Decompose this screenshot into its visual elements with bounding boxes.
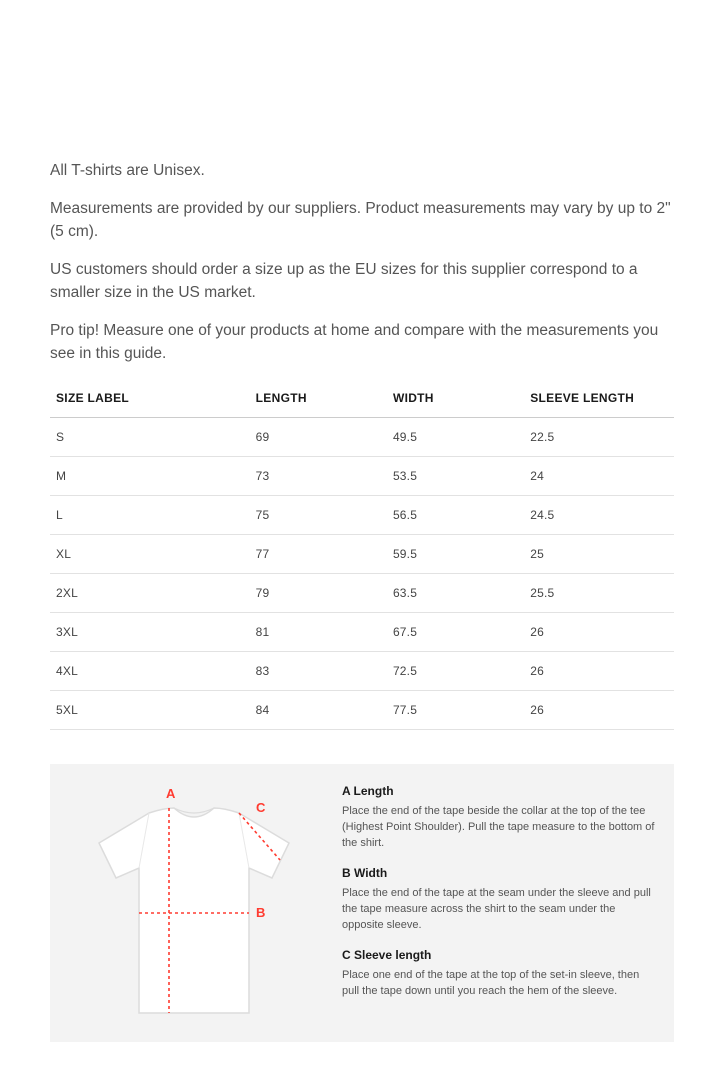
- table-cell: 67.5: [387, 613, 524, 652]
- table-row: 4XL8372.526: [50, 652, 674, 691]
- table-cell: 4XL: [50, 652, 250, 691]
- table-cell: 81: [250, 613, 387, 652]
- intro-section: All T-shirts are Unisex. Measurements ar…: [50, 160, 674, 365]
- intro-paragraph: All T-shirts are Unisex.: [50, 160, 674, 182]
- table-cell: 5XL: [50, 691, 250, 730]
- table-cell: S: [50, 418, 250, 457]
- table-header-row: SIZE LABEL LENGTH WIDTH SLEEVE LENGTH: [50, 381, 674, 418]
- column-header-length: LENGTH: [250, 381, 387, 418]
- table-cell: 26: [524, 691, 674, 730]
- intro-paragraph: Pro tip! Measure one of your products at…: [50, 320, 674, 365]
- column-header-width: WIDTH: [387, 381, 524, 418]
- column-header-size: SIZE LABEL: [50, 381, 250, 418]
- measurement-guide: A B C A Length Place the end of the tape …: [50, 764, 674, 1042]
- table-cell: 25: [524, 535, 674, 574]
- table-row: XL7759.525: [50, 535, 674, 574]
- measurement-instructions: A Length Place the end of the tape beside…: [342, 778, 656, 1028]
- table-cell: L: [50, 496, 250, 535]
- table-cell: 79: [250, 574, 387, 613]
- table-cell: 22.5: [524, 418, 674, 457]
- table-row: M7353.524: [50, 457, 674, 496]
- table-row: 3XL8167.526: [50, 613, 674, 652]
- guide-item-desc: Place the end of the tape beside the col…: [342, 804, 656, 852]
- table-row: S6949.522.5: [50, 418, 674, 457]
- table-cell: M: [50, 457, 250, 496]
- diagram-label-b: B: [256, 905, 265, 920]
- table-cell: 26: [524, 613, 674, 652]
- table-row: 5XL8477.526: [50, 691, 674, 730]
- table-cell: 75: [250, 496, 387, 535]
- intro-paragraph: Measurements are provided by our supplie…: [50, 198, 674, 243]
- table-cell: 49.5: [387, 418, 524, 457]
- guide-item-title: A Length: [342, 784, 656, 798]
- table-row: 2XL7963.525.5: [50, 574, 674, 613]
- size-table-body: S6949.522.5M7353.524L7556.524.5XL7759.52…: [50, 418, 674, 730]
- diagram-label-a: A: [166, 786, 176, 801]
- table-cell: 73: [250, 457, 387, 496]
- table-cell: 69: [250, 418, 387, 457]
- tshirt-diagram: A B C: [64, 778, 324, 1028]
- size-guide-page: All T-shirts are Unisex. Measurements ar…: [0, 0, 724, 1072]
- size-table: SIZE LABEL LENGTH WIDTH SLEEVE LENGTH S6…: [50, 381, 674, 730]
- table-cell: 53.5: [387, 457, 524, 496]
- intro-paragraph: US customers should order a size up as t…: [50, 259, 674, 304]
- table-cell: 77: [250, 535, 387, 574]
- table-cell: 72.5: [387, 652, 524, 691]
- diagram-label-c: C: [256, 800, 266, 815]
- guide-item-title: B Width: [342, 866, 656, 880]
- table-cell: XL: [50, 535, 250, 574]
- guide-item-desc: Place the end of the tape at the seam un…: [342, 886, 656, 934]
- table-row: L7556.524.5: [50, 496, 674, 535]
- table-cell: 26: [524, 652, 674, 691]
- table-cell: 77.5: [387, 691, 524, 730]
- tshirt-svg: A B C: [64, 778, 324, 1028]
- table-cell: 84: [250, 691, 387, 730]
- table-cell: 25.5: [524, 574, 674, 613]
- table-cell: 83: [250, 652, 387, 691]
- table-cell: 24: [524, 457, 674, 496]
- column-header-sleeve: SLEEVE LENGTH: [524, 381, 674, 418]
- table-cell: 56.5: [387, 496, 524, 535]
- guide-item-title: C Sleeve length: [342, 948, 656, 962]
- table-cell: 24.5: [524, 496, 674, 535]
- table-cell: 3XL: [50, 613, 250, 652]
- table-cell: 63.5: [387, 574, 524, 613]
- guide-item-desc: Place one end of the tape at the top of …: [342, 968, 656, 1000]
- table-cell: 2XL: [50, 574, 250, 613]
- table-cell: 59.5: [387, 535, 524, 574]
